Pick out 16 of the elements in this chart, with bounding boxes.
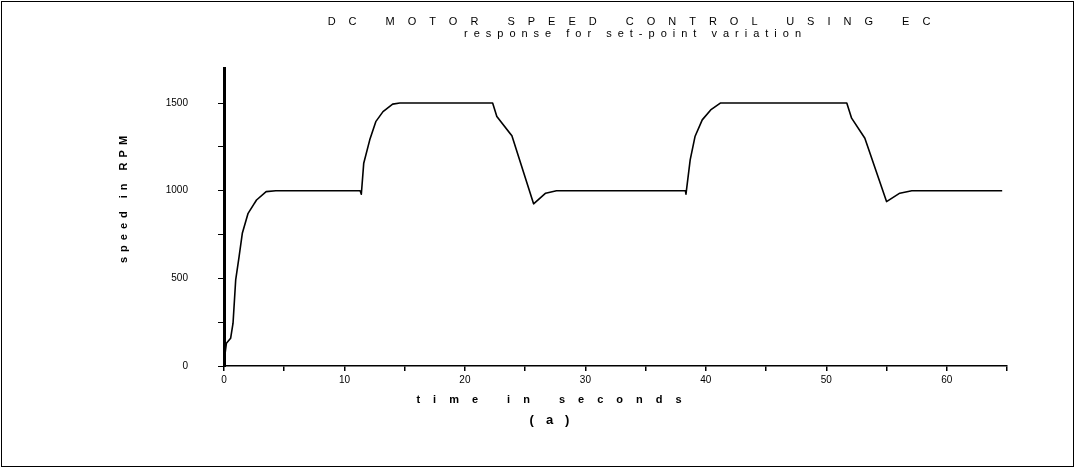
chart-title: DC MOTOR SPEED CONTROL USING EC <box>327 15 944 28</box>
x-tick-label: 20 <box>459 373 471 385</box>
y-tick-label: 500 <box>171 272 189 284</box>
text: (a) <box>529 411 582 427</box>
x-tick-label: 10 <box>338 373 351 385</box>
y-axis-title: speed in RPM <box>117 130 130 264</box>
x-tick-label: 60 <box>941 373 953 385</box>
x-tick-label: 30 <box>579 373 592 385</box>
chart-subtitle: response for set-point variation <box>463 27 808 40</box>
x-tick-label: 40 <box>700 373 712 385</box>
x-axis-title: time in seconds <box>416 393 695 406</box>
x-tick-label: 0 <box>221 373 228 385</box>
y-tick-label: 1000 <box>165 184 189 196</box>
y-tick-label: 0 <box>182 359 189 371</box>
y-tick-label: 1500 <box>165 96 189 108</box>
x-tick-label: 50 <box>820 373 833 385</box>
